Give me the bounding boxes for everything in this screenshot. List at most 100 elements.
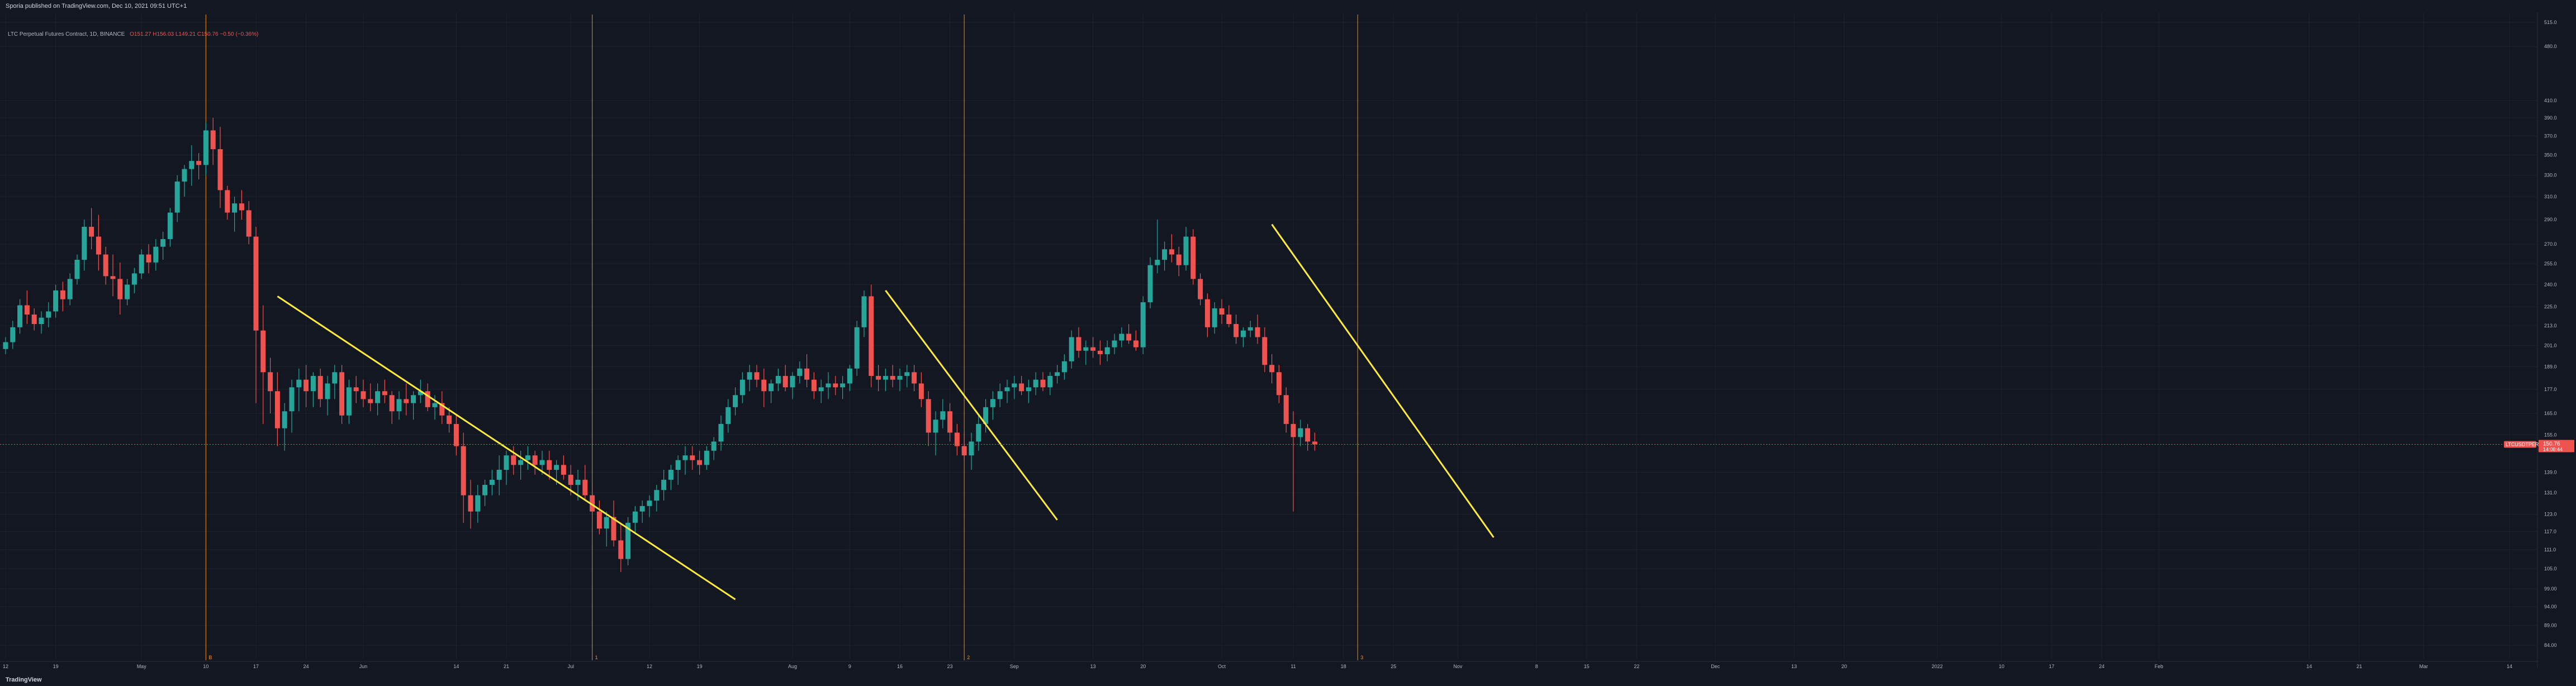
candle-body: [389, 395, 395, 412]
candle-body: [1276, 372, 1282, 396]
candle-body: [1012, 383, 1017, 388]
candle-body: [668, 470, 673, 480]
candle-body: [325, 383, 330, 399]
candle-body: [997, 391, 1003, 399]
y-tick-label: 213.0: [2544, 323, 2557, 328]
y-tick-label: 270.0: [2544, 241, 2557, 247]
candle-body: [1083, 347, 1089, 351]
candle-body: [1183, 236, 1189, 265]
candle-body: [639, 506, 645, 512]
candle-body: [1076, 337, 1081, 351]
candle-body: [411, 395, 416, 403]
vertical-marker-label: 2: [967, 655, 970, 660]
candle-body: [632, 511, 638, 523]
candle-body: [203, 130, 208, 165]
y-tick-label: 390.0: [2544, 115, 2557, 121]
candle-body: [912, 372, 917, 384]
candle-body: [1140, 302, 1146, 347]
candle-body: [167, 212, 173, 240]
candle-body: [289, 387, 295, 412]
y-tick-label: 177.0: [2544, 387, 2557, 392]
candle-body: [425, 391, 430, 407]
candle-body: [754, 372, 760, 380]
candle-body: [489, 479, 495, 485]
badge-symbol: LTCUSDTPERP: [2506, 441, 2542, 447]
candle-body: [1162, 249, 1168, 260]
candle-body: [1269, 365, 1275, 373]
candle-body: [1040, 379, 1046, 388]
candle-body: [31, 315, 37, 325]
candle-body: [317, 375, 323, 399]
candle-body: [225, 190, 230, 213]
y-tick-label: 410.0: [2544, 98, 2557, 103]
x-tick-label: 10: [203, 664, 208, 669]
x-tick-label: Sep: [1010, 664, 1019, 669]
candle-body: [74, 260, 80, 279]
candle-body: [1133, 340, 1138, 347]
x-tick-label: 19: [53, 664, 59, 669]
candle-body: [1291, 423, 1296, 437]
candle-body: [596, 511, 602, 529]
x-tick-label: 8: [1535, 664, 1538, 669]
candle-body: [883, 375, 888, 380]
candle-body: [918, 383, 924, 399]
candle-body: [461, 446, 466, 496]
x-tick-label: 24: [303, 664, 309, 669]
y-tick-label: 370.0: [2544, 133, 2557, 139]
candle-body: [1090, 347, 1096, 351]
candle-body: [618, 540, 624, 559]
candle-body: [647, 501, 652, 506]
x-tick-label: 13: [1090, 664, 1096, 669]
candle-body: [733, 395, 738, 407]
badge-price: 150.76: [2543, 441, 2560, 447]
candle-body: [725, 407, 731, 424]
vertical-marker-label: 3: [1360, 655, 1363, 660]
x-tick-label: 19: [697, 664, 703, 669]
x-tick-label: 21: [2356, 664, 2362, 669]
candle-body: [468, 495, 473, 512]
candle-body: [174, 181, 180, 213]
candle-body: [1169, 249, 1174, 255]
candle-body: [60, 290, 65, 299]
y-tick-label: 99.00: [2544, 586, 2557, 592]
candle-body: [1147, 265, 1153, 303]
candle-body: [382, 391, 387, 396]
candle-body: [375, 391, 381, 403]
candle-body: [654, 490, 660, 501]
legend-ohlc: O151.27 H156.03 L149.21 C150.76 −0.50 (−…: [130, 31, 259, 37]
top-bar: Sporia published on TradingView.com, Dec…: [0, 0, 2576, 12]
candle-body: [24, 305, 30, 315]
chart-legend: LTC Perpetual Futures Contract, 1D, BINA…: [8, 31, 258, 37]
candle-body: [869, 296, 874, 376]
x-tick-label: Feb: [2155, 664, 2164, 669]
trendlines: [277, 223, 1495, 601]
candle-body: [346, 387, 352, 416]
y-tick-label: 84.00: [2544, 642, 2557, 648]
price-axis[interactable]: [2537, 12, 2576, 670]
candle-body: [131, 273, 137, 285]
candle-body: [1176, 254, 1182, 265]
candle-body: [561, 465, 566, 475]
candle-body: [1126, 334, 1132, 341]
candle-body: [1198, 279, 1203, 299]
badge-price-bg: [2539, 440, 2574, 452]
candle-body: [926, 399, 931, 433]
x-tick-label: Mar: [2420, 664, 2428, 669]
candle-body: [96, 236, 101, 255]
x-tick-label: May: [137, 664, 147, 669]
candle-body: [103, 254, 108, 277]
price-badge: LTCUSDTPERP 150.76 14:08:44: [2504, 440, 2574, 452]
x-tick-label: 23: [947, 664, 953, 669]
candle-body: [854, 327, 860, 369]
x-tick-label: 14: [453, 664, 459, 669]
vertical-marker-label: B: [208, 655, 212, 660]
candle-body: [453, 423, 459, 446]
badge-countdown: 14:08:44: [2543, 446, 2563, 452]
x-tick-label: 24: [2099, 664, 2104, 669]
x-tick-label: 25: [1391, 664, 1396, 669]
candle-body: [1033, 379, 1038, 388]
x-tick-label: 2022: [1932, 664, 1943, 669]
candle-body: [89, 226, 94, 237]
